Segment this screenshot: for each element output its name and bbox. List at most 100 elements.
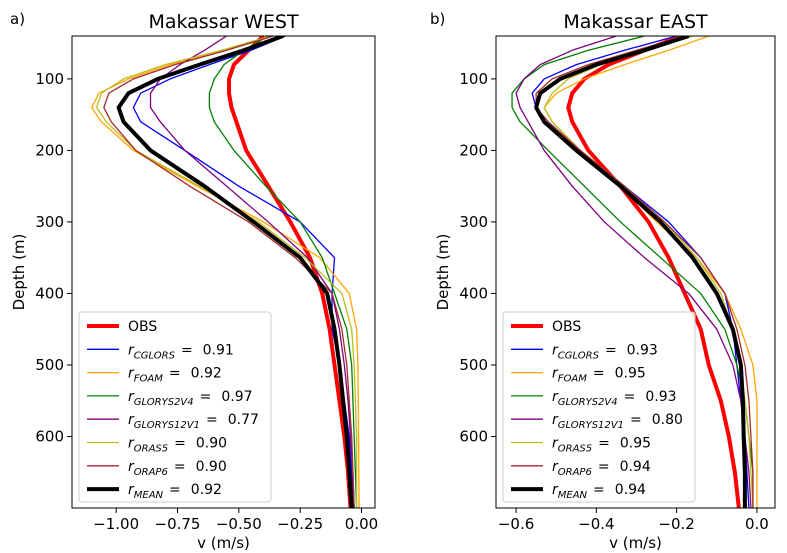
legend-r: 0.92 xyxy=(191,482,222,498)
legend-symbol: r xyxy=(552,366,559,382)
y-tick-label: 400 xyxy=(35,284,64,302)
legend-operator: = xyxy=(174,436,186,452)
legend-r: 0.92 xyxy=(191,366,222,382)
legend-label: rFOAM = 0.92 xyxy=(128,366,222,385)
legend-label: rMEAN = 0.94 xyxy=(552,482,646,501)
chart-title: Makassar EAST xyxy=(563,11,708,33)
legend-operator: = xyxy=(206,412,218,428)
series-line xyxy=(208,36,358,508)
legend-operator: = xyxy=(605,342,617,358)
x-tick-label: 0.0 xyxy=(745,515,769,533)
series-line xyxy=(534,36,747,508)
y-tick-label: 200 xyxy=(459,141,488,159)
legend-r: 0.93 xyxy=(645,389,676,405)
series-line xyxy=(103,36,355,508)
legend-r: 0.94 xyxy=(615,482,646,498)
legend-label: rGLORYS12V1 = 0.80 xyxy=(552,412,683,431)
legend-name: ORAP6 xyxy=(558,467,592,478)
legend-name: GLORYS12V1 xyxy=(134,420,200,431)
panel-label: b) xyxy=(430,10,445,28)
legend-label: rCGLORS = 0.93 xyxy=(552,342,658,361)
legend-label: rORAP6 = 0.94 xyxy=(552,459,651,478)
legend-name: GLORYS12V1 xyxy=(558,420,624,431)
legend-operator: = xyxy=(593,482,605,498)
legend-r: 0.97 xyxy=(221,389,252,405)
legend-name: OBS xyxy=(128,319,157,335)
y-tick-label: 300 xyxy=(35,213,64,231)
legend-name: MEAN xyxy=(134,490,164,501)
x-tick-label: −0.4 xyxy=(578,515,614,533)
legend-name: OBS xyxy=(552,319,581,335)
legend-r: 0.93 xyxy=(627,342,658,358)
x-tick-label: −1.00 xyxy=(93,515,139,533)
legend-name: ORAS5 xyxy=(558,444,592,455)
legend-operator: = xyxy=(181,342,193,358)
legend-operator: = xyxy=(200,389,212,405)
legend-name: ORAP6 xyxy=(134,467,168,478)
x-axis-label: v (m/s) xyxy=(609,534,662,552)
legend-r: 0.94 xyxy=(620,459,651,475)
y-tick-label: 500 xyxy=(459,356,488,374)
legend-symbol: r xyxy=(128,342,135,358)
y-axis-label: Depth (m) xyxy=(434,234,452,311)
legend-label: rORAS5 = 0.90 xyxy=(128,436,227,455)
series-group xyxy=(90,36,360,508)
y-tick-label: 400 xyxy=(459,284,488,302)
legend-r: 0.90 xyxy=(196,459,227,475)
legend-r: 0.77 xyxy=(228,412,259,428)
panel: b) Makassar EAST −0.6 −0.4 −0.2 0.0 100 200 300 4… xyxy=(430,10,776,552)
y-tick-label: 300 xyxy=(459,213,488,231)
legend-name: GLORYS2V4 xyxy=(134,397,194,408)
legend-symbol: r xyxy=(128,366,135,382)
x-tick-label: −0.25 xyxy=(277,515,323,533)
plot-frame xyxy=(495,35,776,509)
legend-label: rFOAM = 0.95 xyxy=(552,366,646,385)
legend-label: rGLORYS2V4 = 0.97 xyxy=(128,389,253,408)
plot-frame xyxy=(71,35,376,509)
legend-symbol: r xyxy=(128,482,135,498)
legend-box xyxy=(78,311,272,503)
legend-operator: = xyxy=(624,389,636,405)
legend-name: FOAM xyxy=(558,374,587,385)
y-tick-label: 600 xyxy=(35,427,64,445)
series-line xyxy=(566,36,741,508)
legend-label: rORAS5 = 0.95 xyxy=(552,436,651,455)
legend-label: OBS xyxy=(552,319,581,335)
legend-r: 0.90 xyxy=(196,436,227,452)
y-tick-label: 100 xyxy=(459,70,488,88)
legend-name: MEAN xyxy=(558,490,588,501)
legend-label: rGLORYS2V4 = 0.93 xyxy=(552,389,677,408)
series-line xyxy=(116,36,354,508)
panel: a) Makassar WEST −1.00 −0.75 −0.50 −0.25 0.00 1… xyxy=(10,10,378,552)
legend-label: OBS xyxy=(128,319,157,335)
legend-operator: = xyxy=(598,436,610,452)
legend-symbol: r xyxy=(128,459,135,475)
y-tick-label: 200 xyxy=(35,141,64,159)
legend-r: 0.95 xyxy=(620,436,651,452)
legend-symbol: r xyxy=(128,412,135,428)
legend-name: GLORYS2V4 xyxy=(558,397,618,408)
legend-operator: = xyxy=(598,459,610,475)
legend-symbol: r xyxy=(128,389,135,405)
series-group xyxy=(511,36,758,508)
legend-symbol: r xyxy=(552,436,559,452)
y-tick-label: 500 xyxy=(35,356,64,374)
x-tick-label: −0.2 xyxy=(658,515,694,533)
x-tick-label: −0.6 xyxy=(498,515,534,533)
chart-title: Makassar WEST xyxy=(148,11,298,33)
legend-operator: = xyxy=(169,482,181,498)
series-line xyxy=(227,36,353,508)
legend-name: FOAM xyxy=(134,374,163,385)
legend-label: rCGLORS = 0.91 xyxy=(128,342,234,361)
legend-name: CGLORS xyxy=(134,350,176,361)
legend-name: CGLORS xyxy=(558,350,600,361)
legend-symbol: r xyxy=(552,459,559,475)
legend-operator: = xyxy=(593,366,605,382)
y-axis-label: Depth (m) xyxy=(10,234,28,311)
legend-operator: = xyxy=(630,412,642,428)
y-tick-label: 100 xyxy=(35,70,64,88)
legend-r: 0.80 xyxy=(652,412,683,428)
legend-symbol: r xyxy=(128,436,135,452)
